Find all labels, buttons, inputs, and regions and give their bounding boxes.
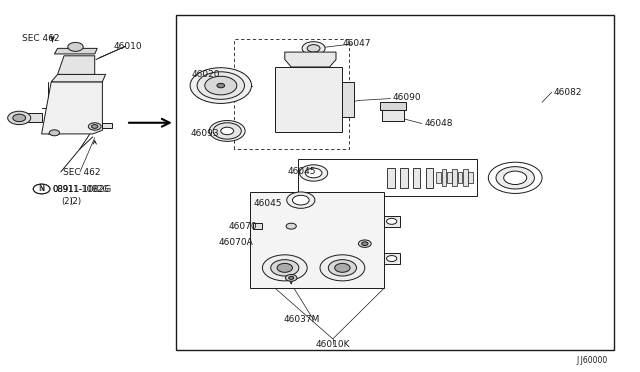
Text: 46082: 46082	[554, 88, 582, 97]
Bar	[426, 167, 433, 188]
Bar	[463, 170, 468, 186]
Circle shape	[504, 171, 527, 185]
Text: 46090: 46090	[393, 93, 422, 102]
Text: 46047: 46047	[342, 39, 371, 48]
Bar	[310, 48, 317, 58]
Text: 08911-1082G: 08911-1082G	[52, 185, 112, 194]
Circle shape	[305, 168, 322, 178]
Text: SEC 462: SEC 462	[22, 34, 60, 43]
Polygon shape	[58, 56, 95, 74]
Circle shape	[286, 223, 296, 229]
Bar	[384, 216, 400, 227]
Circle shape	[496, 167, 534, 189]
Circle shape	[33, 184, 50, 194]
Circle shape	[387, 218, 397, 224]
Bar	[400, 167, 408, 188]
Text: (2): (2)	[69, 197, 81, 206]
Text: N: N	[39, 186, 44, 192]
Circle shape	[213, 123, 241, 139]
Polygon shape	[298, 159, 477, 196]
Bar	[176, 15, 614, 350]
Circle shape	[8, 111, 31, 125]
Circle shape	[307, 45, 320, 52]
Circle shape	[387, 256, 397, 262]
Text: N: N	[39, 185, 44, 193]
Circle shape	[49, 130, 60, 136]
Circle shape	[221, 127, 234, 135]
Circle shape	[13, 114, 26, 122]
Text: 46010K: 46010K	[316, 340, 350, 349]
Circle shape	[197, 72, 244, 99]
Circle shape	[217, 83, 225, 88]
Bar	[413, 167, 420, 188]
Polygon shape	[51, 74, 106, 82]
Text: 46010: 46010	[114, 42, 143, 51]
Circle shape	[285, 275, 297, 281]
Polygon shape	[102, 123, 112, 128]
Circle shape	[271, 260, 299, 276]
Bar	[387, 167, 395, 188]
Polygon shape	[42, 82, 102, 134]
Text: 08911-1082G: 08911-1082G	[52, 185, 109, 194]
Circle shape	[300, 165, 328, 181]
Bar	[253, 223, 262, 229]
Text: 46048: 46048	[424, 119, 453, 128]
Text: 46037M: 46037M	[284, 315, 320, 324]
Circle shape	[362, 242, 368, 246]
Bar	[447, 172, 452, 183]
Text: 46093: 46093	[191, 129, 220, 138]
Polygon shape	[24, 113, 42, 122]
Text: 46020: 46020	[192, 70, 221, 79]
Bar	[442, 170, 447, 186]
Circle shape	[335, 263, 350, 272]
Bar	[384, 253, 400, 264]
Circle shape	[277, 263, 292, 272]
Polygon shape	[342, 82, 354, 117]
Circle shape	[289, 276, 294, 279]
Circle shape	[302, 42, 325, 55]
Circle shape	[358, 240, 371, 247]
Circle shape	[68, 42, 83, 51]
Bar	[436, 172, 441, 183]
Circle shape	[209, 121, 245, 141]
Polygon shape	[54, 48, 97, 54]
Circle shape	[33, 184, 50, 194]
Text: (2): (2)	[61, 197, 72, 206]
Circle shape	[287, 192, 315, 208]
Text: SEC 462: SEC 462	[63, 168, 100, 177]
Circle shape	[320, 255, 365, 281]
Circle shape	[88, 123, 101, 130]
Polygon shape	[250, 192, 384, 288]
Text: 46045: 46045	[253, 199, 282, 208]
Text: 46070A: 46070A	[219, 238, 253, 247]
Circle shape	[92, 125, 98, 128]
Text: 46045: 46045	[288, 167, 317, 176]
Bar	[380, 102, 406, 110]
Circle shape	[190, 68, 252, 103]
Text: 46070: 46070	[228, 222, 257, 231]
Text: J J60000: J J60000	[576, 356, 607, 365]
Bar	[458, 172, 462, 183]
Circle shape	[328, 260, 356, 276]
Circle shape	[205, 76, 237, 95]
Circle shape	[292, 195, 309, 205]
Circle shape	[488, 162, 542, 193]
Bar	[452, 170, 457, 186]
Bar	[468, 172, 473, 183]
Polygon shape	[275, 67, 342, 132]
Circle shape	[262, 255, 307, 281]
Bar	[382, 110, 404, 121]
Polygon shape	[285, 52, 336, 67]
